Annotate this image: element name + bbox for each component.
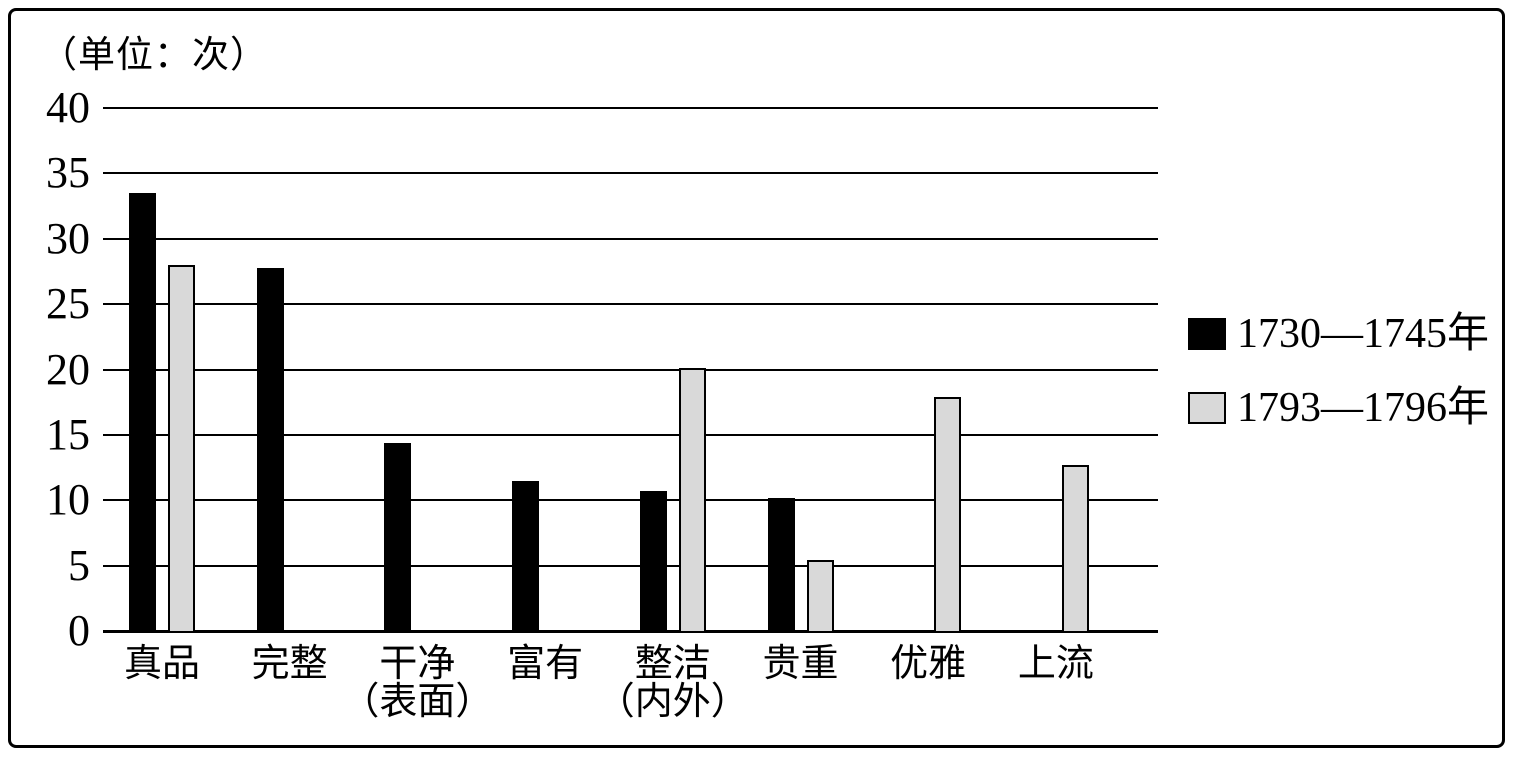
x-category-label: 整洁 bbox=[634, 643, 711, 685]
x-category-label: 真品 bbox=[123, 643, 200, 685]
gridline bbox=[103, 172, 1158, 175]
legend-item: 1793—1796年 bbox=[1188, 386, 1489, 430]
y-tick-label: 35 bbox=[46, 148, 90, 198]
y-axis-unit-label: （单位：次） bbox=[40, 35, 268, 76]
bar bbox=[1061, 464, 1089, 633]
x-category-label: 优雅 bbox=[890, 643, 967, 685]
legend-swatch bbox=[1188, 318, 1226, 350]
y-tick-label: 30 bbox=[46, 213, 90, 263]
bar bbox=[129, 192, 156, 633]
y-tick-label: 25 bbox=[46, 279, 90, 329]
x-axis-line bbox=[103, 630, 1158, 633]
bar bbox=[168, 264, 195, 633]
bar bbox=[512, 480, 540, 633]
gridline bbox=[103, 433, 1158, 436]
figure-border bbox=[8, 8, 1505, 748]
gridline bbox=[103, 564, 1158, 567]
gridline bbox=[103, 368, 1158, 371]
x-category-sublabel: （内外） bbox=[596, 681, 749, 723]
x-category-label: 上流 bbox=[1017, 643, 1094, 685]
gridline bbox=[103, 499, 1158, 502]
y-tick-label: 15 bbox=[46, 409, 90, 459]
legend-label: 1793—1796年 bbox=[1237, 385, 1490, 431]
legend-label: 1730—1745年 bbox=[1237, 311, 1490, 357]
bar bbox=[678, 368, 706, 633]
bar bbox=[639, 491, 667, 633]
gridline bbox=[103, 303, 1158, 306]
gridline bbox=[103, 107, 1158, 109]
x-category-label: 富有 bbox=[507, 643, 584, 685]
bar bbox=[384, 442, 412, 633]
bar bbox=[767, 497, 795, 633]
legend-item: 1730—1745年 bbox=[1188, 312, 1489, 356]
x-category-label: 完整 bbox=[251, 643, 328, 685]
x-category-label: 干净 bbox=[379, 643, 456, 685]
legend: 1730—1745年 1793—1796年 bbox=[1188, 312, 1489, 460]
gridline bbox=[103, 237, 1158, 240]
y-tick-label: 20 bbox=[46, 344, 90, 394]
y-tick-label: 10 bbox=[46, 475, 90, 525]
y-tick-label: 40 bbox=[46, 83, 90, 132]
x-category-sublabel: （表面） bbox=[341, 681, 494, 723]
y-tick-label: 0 bbox=[68, 606, 90, 655]
legend-swatch bbox=[1188, 392, 1226, 424]
x-category-label: 贵重 bbox=[762, 643, 839, 685]
bar bbox=[806, 560, 834, 633]
y-tick-label: 5 bbox=[68, 540, 90, 590]
bar bbox=[934, 396, 962, 633]
bar bbox=[256, 267, 284, 633]
